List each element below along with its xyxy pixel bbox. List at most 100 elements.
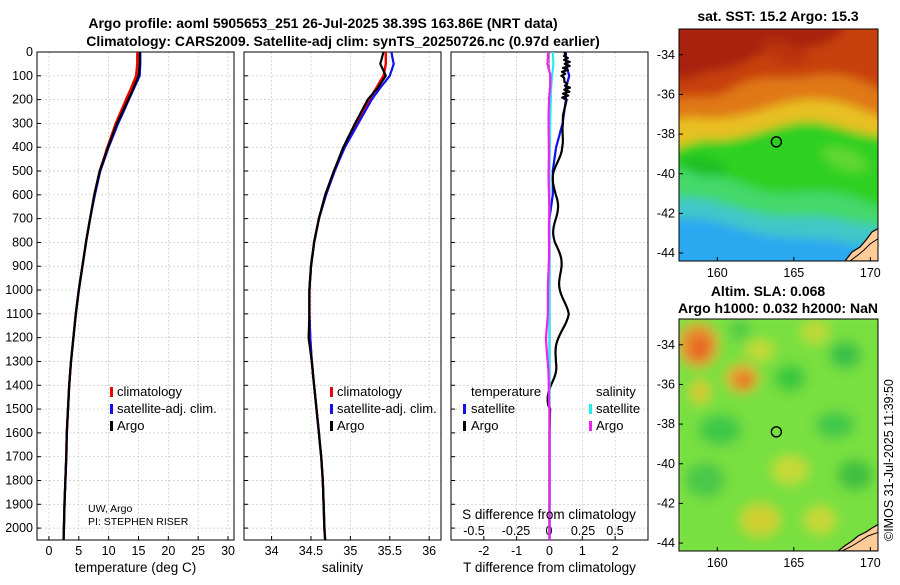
credits-line1: UW, Argo <box>88 503 133 515</box>
top-axis-label: S difference from climatology <box>462 507 636 522</box>
difference-profile-panel: -2 -1 0 1 2 T difference from climatology -0.5… <box>450 51 649 575</box>
depth-tick-label: 400 <box>12 140 33 154</box>
depth-tick-label: 600 <box>12 188 33 202</box>
x-tick-label: 35 <box>343 544 357 558</box>
depth-tick-label: 1600 <box>5 426 33 440</box>
legend-marker-temp-argo <box>463 421 466 431</box>
depth-tick-label: 700 <box>12 212 33 226</box>
sst-map: sat. SST: 15.2 Argo: 15.3 160 165 170 -34 -3… <box>657 8 881 280</box>
map-x-tick-label: 160 <box>707 556 728 570</box>
map-y-tick-label: -38 <box>657 127 675 141</box>
depth-tick-label: 1800 <box>5 473 33 487</box>
figure-title-line1: Argo profile: aoml 5905653_251 26-Jul-20… <box>88 15 557 31</box>
top-tick-label: 0.25 <box>571 524 595 538</box>
depth-tick-label: 1100 <box>6 307 33 321</box>
x-tick-label: 15 <box>132 544 146 558</box>
legend-label-argo: Argo <box>337 418 364 433</box>
depth-tick-label: 1200 <box>5 331 33 345</box>
map-y-tick-label: -40 <box>657 167 675 181</box>
temperature-axes-frame <box>36 51 235 541</box>
x-tick-label: 10 <box>102 544 116 558</box>
difference-legend: temperature satellite Argo salinity sate… <box>463 384 640 433</box>
depth-tick-label: 0 <box>26 45 33 59</box>
map-y-tick-label: -36 <box>657 87 675 101</box>
temperature-legend: climatology satellite-adj. clim. Argo <box>110 384 217 433</box>
map-x-tick-label: 170 <box>860 266 881 280</box>
temperature-axis-label: temperature (deg C) <box>75 560 197 575</box>
depth-tick-label: 1000 <box>5 283 33 297</box>
depth-tick-label: 1900 <box>5 497 33 511</box>
legend-marker-temp-satellite <box>463 404 466 414</box>
series-line-temperature-satellite <box>548 52 571 540</box>
series-line-argo <box>307 52 387 540</box>
sla-map-title-line2: Argo h1000: 0.032 h2000: NaN <box>678 300 878 316</box>
float-location-marker <box>770 136 783 148</box>
map-y-tick-label: -38 <box>657 417 675 431</box>
series-line-salinity-argo <box>544 52 552 540</box>
map-x-tick-label: 160 <box>707 266 728 280</box>
x-tick-label: 25 <box>191 544 205 558</box>
sst-field <box>679 29 878 261</box>
figure-title-line2: Climatology: CARS2009. Satellite-adj cli… <box>86 33 600 49</box>
legend-label-sal-argo: Argo <box>596 418 623 433</box>
x-tick-label: 36 <box>422 544 436 558</box>
salinity-axes-frame <box>243 51 442 541</box>
map-y-tick-label: -40 <box>657 457 675 471</box>
legend-marker-climatology <box>330 387 333 397</box>
depth-tick-label: 900 <box>12 259 33 273</box>
salinity-series-group <box>307 52 395 540</box>
sst-map-frame <box>678 28 879 262</box>
depth-tick-label: 300 <box>12 116 33 130</box>
legend-label-temp-satellite: satellite <box>471 401 515 416</box>
legend-label-satellite: satellite-adj. clim. <box>337 401 437 416</box>
float-location-marker <box>770 426 783 438</box>
x-tick-label: 34 <box>265 544 279 558</box>
map-y-tick-label: -34 <box>657 338 675 352</box>
map-y-tick-label: -44 <box>657 536 675 550</box>
series-line-climatology <box>62 52 139 540</box>
x-tick-label: -1 <box>511 544 522 558</box>
timestamp: ©IMOS 31-Jul-2025 11:39:50 <box>882 379 896 541</box>
sst-map-title: sat. SST: 15.2 Argo: 15.3 <box>697 8 859 24</box>
legend-label-temp-argo: Argo <box>471 418 498 433</box>
salinity-axis-label: salinity <box>322 560 364 575</box>
depth-tick-label: 1500 <box>5 402 33 416</box>
x-tick-label: 1 <box>579 544 586 558</box>
top-tick-label: -0.5 <box>463 524 485 538</box>
x-tick-label: 0 <box>45 544 52 558</box>
depth-tick-label: 200 <box>12 93 33 107</box>
sla-map-title-line1: Altim. SLA: 0.068 <box>711 283 826 299</box>
sla-map-frame <box>678 318 879 552</box>
temperature-series-group <box>62 52 142 540</box>
top-tick-label: -0.25 <box>502 524 531 538</box>
map-y-tick-label: -42 <box>657 496 675 510</box>
depth-tick-label: 100 <box>12 69 33 83</box>
map-x-tick-label: 165 <box>783 266 804 280</box>
legend-marker-argo <box>110 421 113 431</box>
map-y-tick-label: -44 <box>657 246 675 260</box>
difference-series-group <box>544 52 571 540</box>
map-y-tick-label: -42 <box>657 206 675 220</box>
depth-tick-label: 500 <box>12 164 33 178</box>
x-tick-label: 0 <box>546 544 553 558</box>
x-tick-label: 20 <box>161 544 175 558</box>
legend-marker-sal-argo <box>589 421 592 431</box>
series-line-argo <box>62 52 141 540</box>
legend-label-satellite: satellite-adj. clim. <box>117 401 217 416</box>
depth-tick-label: 800 <box>12 235 33 249</box>
sla-map: Altim. SLA: 0.068 Argo h1000: 0.032 h200… <box>657 283 881 570</box>
top-tick-label: 0.5 <box>606 524 623 538</box>
salinity-profile-panel: 34 34.5 35 35.5 36 salinity <box>243 51 442 575</box>
legend-label-climatology: climatology <box>337 384 403 399</box>
sla-map-axes: 160 165 170 -34 -36 -38 -40 -42 -44 <box>657 338 881 570</box>
legend-title-salinity: salinity <box>596 384 636 399</box>
series-line-satellite-adj-clim- <box>62 52 142 540</box>
legend-marker-satellite <box>110 404 113 414</box>
x-tick-label: 34.5 <box>299 544 323 558</box>
land-mass <box>837 523 878 551</box>
map-y-tick-label: -36 <box>657 377 675 391</box>
legend-marker-satellite <box>330 404 333 414</box>
legend-label-sal-satellite: satellite <box>596 401 640 416</box>
depth-tick-label: 1400 <box>5 378 33 392</box>
depth-tick-label: 1300 <box>5 354 33 368</box>
